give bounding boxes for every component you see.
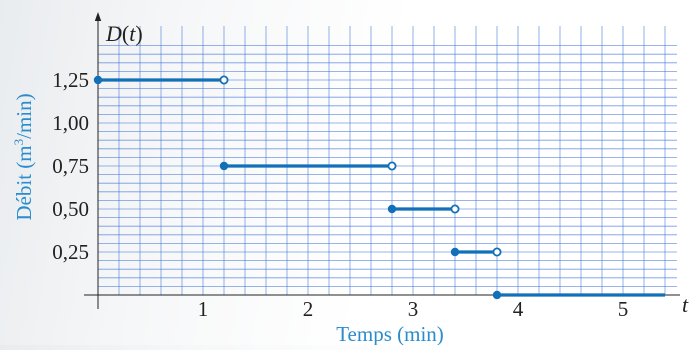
closed-point — [93, 75, 103, 85]
x-tick-label: 2 — [303, 297, 314, 321]
closed-point — [219, 161, 229, 171]
grid — [98, 26, 677, 295]
y-tick-label: 0,25 — [52, 240, 89, 264]
x-tick-label: 1 — [198, 297, 209, 321]
x-tick-label: 3 — [408, 297, 419, 321]
x-axis-end-label: t — [682, 292, 689, 317]
open-point — [219, 75, 229, 85]
closed-point — [450, 247, 460, 257]
open-point — [450, 204, 460, 214]
y-tick-label: 0,75 — [52, 154, 89, 178]
y-tick-label: 1,25 — [52, 68, 89, 92]
function-label: D(t) — [105, 21, 143, 46]
closed-point — [492, 290, 502, 300]
step-series — [93, 75, 665, 300]
x-tick-label: 4 — [513, 297, 524, 321]
y-axis-arrow-icon — [94, 12, 102, 21]
y-tick-label: 0,50 — [52, 197, 89, 221]
closed-point — [387, 204, 397, 214]
x-axis-label: Temps (min) — [336, 322, 444, 345]
open-point — [387, 161, 397, 171]
y-axis-label: Débit (m3/min) — [11, 93, 36, 220]
x-tick-label: 5 — [618, 297, 629, 321]
open-point — [492, 247, 502, 257]
y-tick-label: 1,00 — [52, 111, 89, 135]
